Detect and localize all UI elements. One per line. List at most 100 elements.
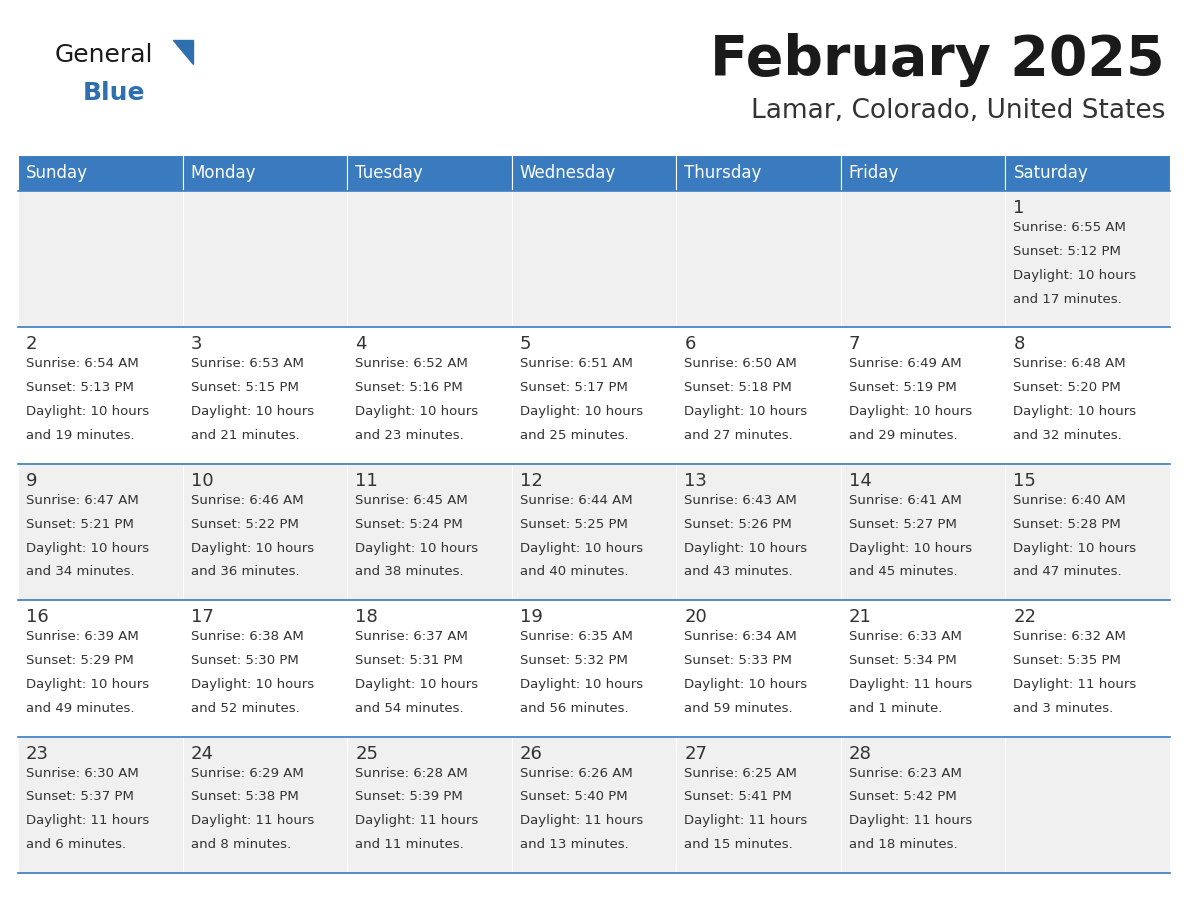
Polygon shape: [173, 40, 192, 64]
Text: and 29 minutes.: and 29 minutes.: [849, 429, 958, 442]
Bar: [18, 155, 183, 191]
Text: Daylight: 10 hours: Daylight: 10 hours: [684, 677, 808, 691]
Text: Blue: Blue: [83, 81, 145, 105]
Text: and 17 minutes.: and 17 minutes.: [1013, 293, 1123, 306]
Text: Daylight: 11 hours: Daylight: 11 hours: [849, 677, 972, 691]
Text: and 45 minutes.: and 45 minutes.: [849, 565, 958, 578]
Bar: [512, 464, 676, 600]
Text: Friday: Friday: [849, 164, 899, 182]
Text: Daylight: 10 hours: Daylight: 10 hours: [26, 405, 150, 418]
Text: and 43 minutes.: and 43 minutes.: [684, 565, 792, 578]
Text: Thursday: Thursday: [684, 164, 762, 182]
Text: and 13 minutes.: and 13 minutes.: [519, 838, 628, 851]
Text: and 47 minutes.: and 47 minutes.: [1013, 565, 1121, 578]
Text: Daylight: 10 hours: Daylight: 10 hours: [1013, 405, 1137, 418]
Text: Sunset: 5:35 PM: Sunset: 5:35 PM: [1013, 654, 1121, 667]
Text: Sunrise: 6:26 AM: Sunrise: 6:26 AM: [519, 767, 632, 779]
Text: 1: 1: [1013, 199, 1025, 217]
Text: Tuesday: Tuesday: [355, 164, 423, 182]
Text: Sunset: 5:16 PM: Sunset: 5:16 PM: [355, 381, 463, 394]
Bar: [1005, 191, 1170, 328]
Text: Sunrise: 6:48 AM: Sunrise: 6:48 AM: [1013, 357, 1126, 370]
Text: Lamar, Colorado, United States: Lamar, Colorado, United States: [751, 98, 1165, 124]
Text: Daylight: 10 hours: Daylight: 10 hours: [849, 542, 972, 554]
Text: Sunrise: 6:34 AM: Sunrise: 6:34 AM: [684, 630, 797, 644]
Text: 8: 8: [1013, 335, 1025, 353]
Text: Daylight: 10 hours: Daylight: 10 hours: [684, 542, 808, 554]
Bar: [676, 155, 841, 191]
Text: Sunrise: 6:30 AM: Sunrise: 6:30 AM: [26, 767, 139, 779]
Text: 14: 14: [849, 472, 872, 490]
Text: and 49 minutes.: and 49 minutes.: [26, 701, 134, 715]
Text: Sunset: 5:22 PM: Sunset: 5:22 PM: [190, 518, 298, 531]
Bar: [512, 736, 676, 873]
Text: Daylight: 11 hours: Daylight: 11 hours: [684, 814, 808, 827]
Text: February 2025: February 2025: [710, 33, 1165, 87]
Text: and 25 minutes.: and 25 minutes.: [519, 429, 628, 442]
Text: Daylight: 10 hours: Daylight: 10 hours: [849, 405, 972, 418]
Bar: [512, 328, 676, 464]
Text: 5: 5: [519, 335, 531, 353]
Text: Sunrise: 6:53 AM: Sunrise: 6:53 AM: [190, 357, 303, 370]
Text: Daylight: 10 hours: Daylight: 10 hours: [1013, 542, 1137, 554]
Text: 2: 2: [26, 335, 38, 353]
Text: Wednesday: Wednesday: [519, 164, 615, 182]
Text: and 32 minutes.: and 32 minutes.: [1013, 429, 1123, 442]
Text: and 40 minutes.: and 40 minutes.: [519, 565, 628, 578]
Bar: [841, 155, 1005, 191]
Text: and 6 minutes.: and 6 minutes.: [26, 838, 126, 851]
Text: 13: 13: [684, 472, 707, 490]
Text: 21: 21: [849, 609, 872, 626]
Text: and 52 minutes.: and 52 minutes.: [190, 701, 299, 715]
Text: 20: 20: [684, 609, 707, 626]
Bar: [841, 328, 1005, 464]
Text: Daylight: 10 hours: Daylight: 10 hours: [26, 677, 150, 691]
Bar: [347, 191, 512, 328]
Text: Sunset: 5:15 PM: Sunset: 5:15 PM: [190, 381, 298, 394]
Text: Sunset: 5:18 PM: Sunset: 5:18 PM: [684, 381, 792, 394]
Text: Sunset: 5:32 PM: Sunset: 5:32 PM: [519, 654, 627, 667]
Text: 27: 27: [684, 744, 707, 763]
Text: 22: 22: [1013, 609, 1036, 626]
Bar: [18, 736, 183, 873]
Text: Sunset: 5:20 PM: Sunset: 5:20 PM: [1013, 381, 1121, 394]
Bar: [512, 600, 676, 736]
Text: Daylight: 10 hours: Daylight: 10 hours: [190, 677, 314, 691]
Bar: [841, 600, 1005, 736]
Text: Daylight: 11 hours: Daylight: 11 hours: [26, 814, 150, 827]
Text: Daylight: 11 hours: Daylight: 11 hours: [1013, 677, 1137, 691]
Text: and 59 minutes.: and 59 minutes.: [684, 701, 792, 715]
Text: Sunset: 5:24 PM: Sunset: 5:24 PM: [355, 518, 463, 531]
Text: Sunset: 5:21 PM: Sunset: 5:21 PM: [26, 518, 134, 531]
Text: Sunrise: 6:54 AM: Sunrise: 6:54 AM: [26, 357, 139, 370]
Bar: [347, 464, 512, 600]
Text: 19: 19: [519, 609, 543, 626]
Text: Sunrise: 6:40 AM: Sunrise: 6:40 AM: [1013, 494, 1126, 507]
Text: and 56 minutes.: and 56 minutes.: [519, 701, 628, 715]
Text: Daylight: 10 hours: Daylight: 10 hours: [519, 677, 643, 691]
Text: 24: 24: [190, 744, 214, 763]
Text: Daylight: 10 hours: Daylight: 10 hours: [519, 405, 643, 418]
Text: 4: 4: [355, 335, 367, 353]
Text: Sunrise: 6:29 AM: Sunrise: 6:29 AM: [190, 767, 303, 779]
Text: Sunset: 5:27 PM: Sunset: 5:27 PM: [849, 518, 956, 531]
Text: 26: 26: [519, 744, 543, 763]
Bar: [183, 600, 347, 736]
Bar: [841, 736, 1005, 873]
Text: 9: 9: [26, 472, 38, 490]
Bar: [676, 600, 841, 736]
Text: Sunset: 5:13 PM: Sunset: 5:13 PM: [26, 381, 134, 394]
Text: Sunrise: 6:43 AM: Sunrise: 6:43 AM: [684, 494, 797, 507]
Text: 15: 15: [1013, 472, 1036, 490]
Text: Sunrise: 6:32 AM: Sunrise: 6:32 AM: [1013, 630, 1126, 644]
Text: and 27 minutes.: and 27 minutes.: [684, 429, 794, 442]
Text: Sunset: 5:33 PM: Sunset: 5:33 PM: [684, 654, 792, 667]
Bar: [1005, 600, 1170, 736]
Text: Sunrise: 6:44 AM: Sunrise: 6:44 AM: [519, 494, 632, 507]
Text: Sunset: 5:42 PM: Sunset: 5:42 PM: [849, 790, 956, 803]
Text: Sunrise: 6:35 AM: Sunrise: 6:35 AM: [519, 630, 632, 644]
Bar: [512, 155, 676, 191]
Text: Sunset: 5:39 PM: Sunset: 5:39 PM: [355, 790, 463, 803]
Text: Sunrise: 6:33 AM: Sunrise: 6:33 AM: [849, 630, 962, 644]
Text: 6: 6: [684, 335, 696, 353]
